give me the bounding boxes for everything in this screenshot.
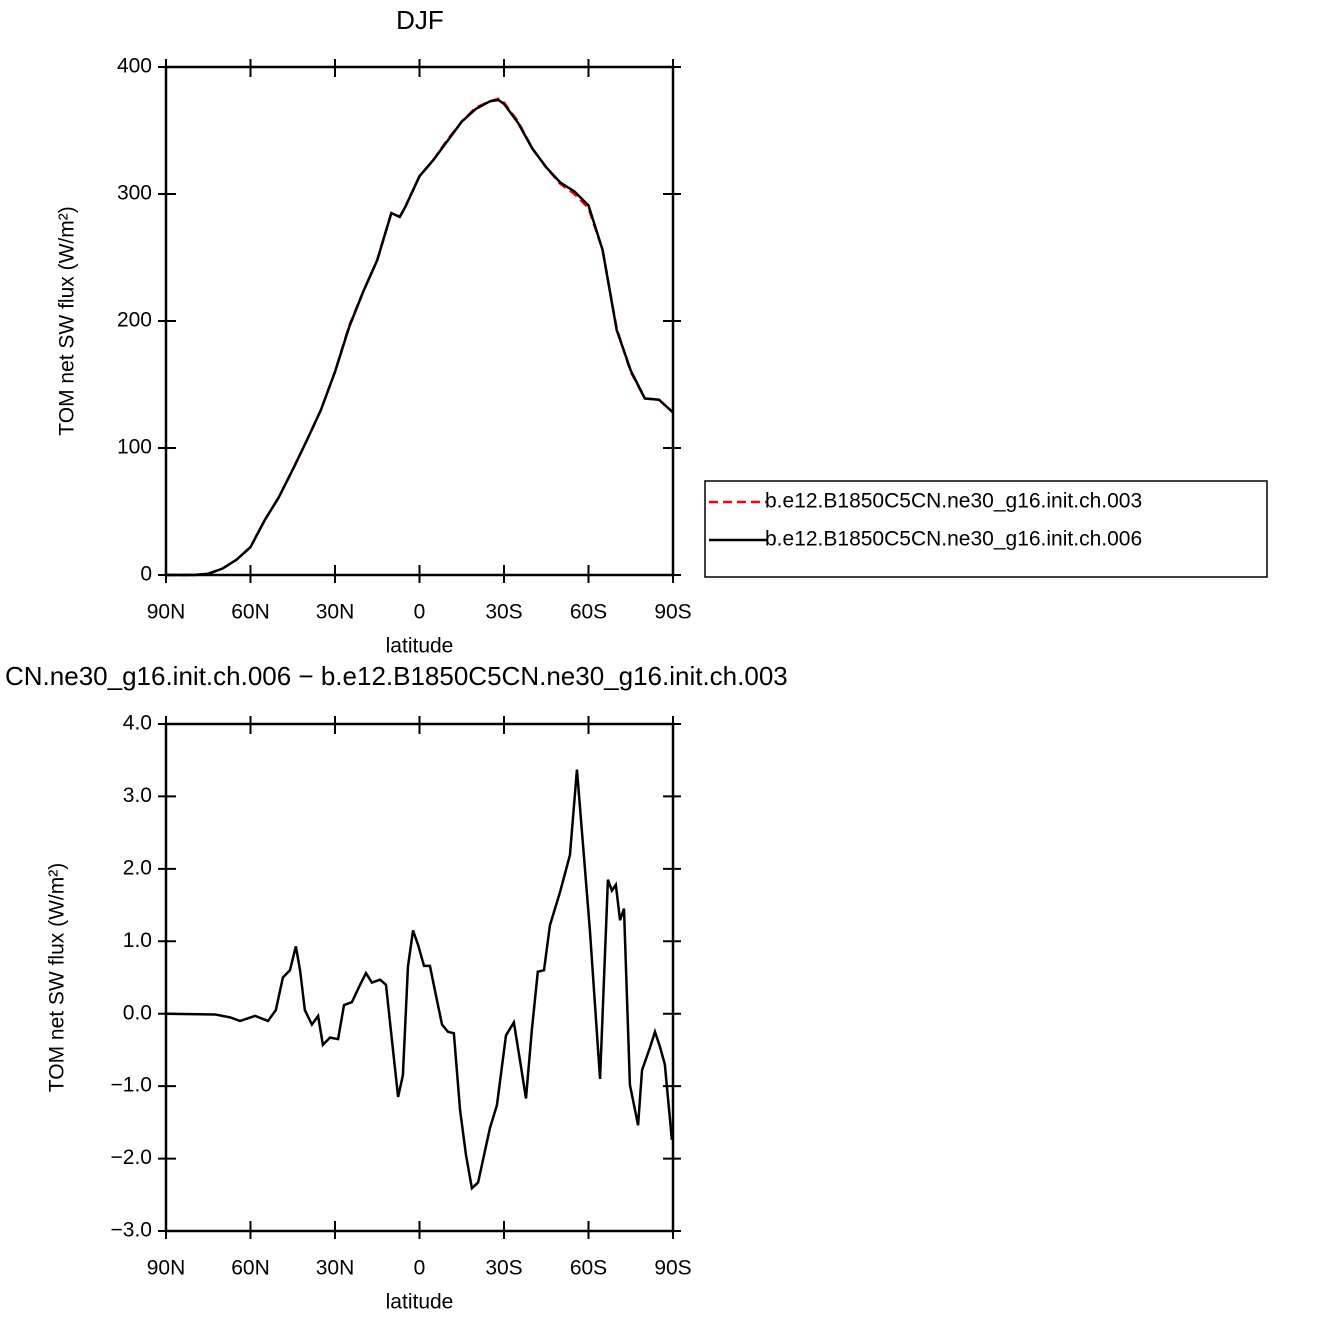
x-tick-label: 0 (414, 1257, 426, 1280)
y-tick-label: −2.0 (111, 1146, 152, 1169)
legend-label: b.e12.B1850C5CN.ne30_g16.init.ch.003 (765, 490, 1142, 513)
x-tick-label: 30S (485, 1257, 522, 1280)
y-tick-label: 4.0 (123, 712, 152, 735)
y-tick-label: 3.0 (123, 784, 152, 807)
x-axis-label: latitude (386, 1291, 454, 1314)
y-tick-label: 0 (140, 563, 152, 586)
legend-box (704, 480, 1268, 578)
y-tick-label: −3.0 (111, 1219, 152, 1242)
x-tick-label: 90S (654, 1257, 691, 1280)
x-tick-label: 60S (570, 601, 607, 624)
y-tick-label: 100 (117, 436, 152, 459)
plot-frame (164, 722, 675, 1233)
y-tick-label: 200 (117, 309, 152, 332)
x-axis-label: latitude (386, 635, 454, 658)
y-tick-label: 2.0 (123, 856, 152, 879)
y-tick-label: 400 (117, 55, 152, 78)
data-line (166, 98, 674, 577)
y-axis-label: TOM net SW flux (W/m²) (46, 863, 69, 1092)
x-tick-label: 0 (414, 601, 426, 624)
x-tick-label: 90N (147, 1257, 186, 1280)
x-tick-label: 90N (147, 601, 186, 624)
x-tick-label: 30N (316, 1257, 355, 1280)
legend-label: b.e12.B1850C5CN.ne30_g16.init.ch.006 (765, 528, 1142, 551)
plot-frame (164, 65, 675, 577)
x-tick-label: 30S (485, 601, 522, 624)
x-tick-label: 60N (231, 1257, 270, 1280)
y-tick-label: 300 (117, 182, 152, 205)
x-tick-label: 30N (316, 601, 355, 624)
x-tick-label: 60S (570, 1257, 607, 1280)
x-tick-label: 60N (231, 601, 270, 624)
y-tick-label: −1.0 (111, 1074, 152, 1097)
data-line (166, 97, 674, 577)
chart-title: DJF (396, 5, 444, 35)
y-axis-label: TOM net SW flux (W/m²) (56, 206, 79, 435)
data-line (165, 769, 674, 1191)
y-tick-label: 1.0 (123, 929, 152, 952)
x-tick-label: 90S (654, 601, 691, 624)
chart-title: CN.ne30_g16.init.ch.006 − b.e12.B1850C5C… (5, 661, 788, 691)
y-tick-label: 0.0 (123, 1001, 152, 1024)
